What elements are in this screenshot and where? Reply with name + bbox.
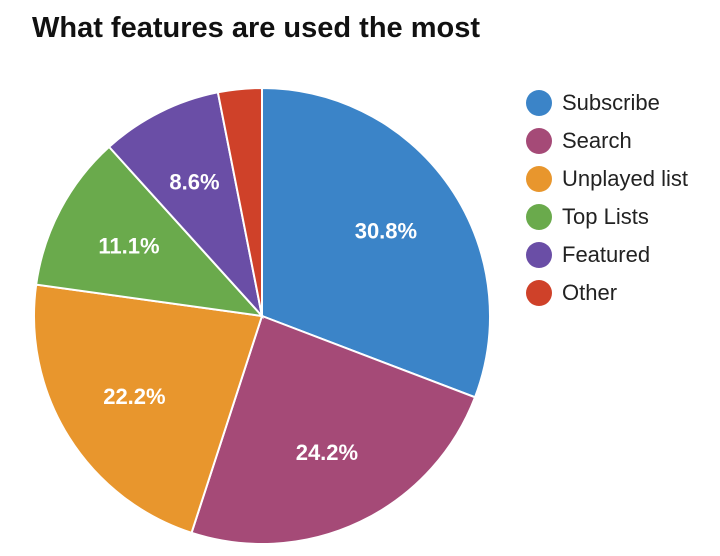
legend-swatch-subscribe xyxy=(526,90,552,116)
legend-item-featured[interactable]: Featured xyxy=(526,236,688,274)
legend-item-search[interactable]: Search xyxy=(526,122,688,160)
legend-label-search: Search xyxy=(562,128,632,153)
slice-label-subscribe: 30.8% xyxy=(355,219,417,244)
legend-item-other[interactable]: Other xyxy=(526,274,688,312)
legend-swatch-top-lists xyxy=(526,204,552,230)
legend-swatch-featured xyxy=(526,242,552,268)
legend-label-unplayed-list: Unplayed list xyxy=(562,166,688,191)
legend-swatch-other xyxy=(526,280,552,306)
legend-label-top-lists: Top Lists xyxy=(562,204,649,229)
pie-slice-subscribe[interactable] xyxy=(261,86,491,399)
slice-label-featured: 8.6% xyxy=(169,170,219,195)
pie-slice-unplayed-list[interactable] xyxy=(33,283,264,535)
pie-slice-top-lists[interactable] xyxy=(35,145,265,318)
chart-title: What features are used the most xyxy=(32,12,480,44)
slice-label-search: 24.2% xyxy=(296,440,358,465)
legend-item-unplayed-list[interactable]: Unplayed list xyxy=(526,160,688,198)
slice-label-top-lists: 11.1% xyxy=(98,234,159,259)
slice-label-unplayed-list: 22.2% xyxy=(103,384,165,409)
pie-slice-featured[interactable] xyxy=(107,91,264,320)
legend-item-subscribe[interactable]: Subscribe xyxy=(526,84,688,122)
legend-item-top-lists[interactable]: Top Lists xyxy=(526,198,688,236)
legend-swatch-unplayed-list xyxy=(526,166,552,192)
pie-slice-search[interactable] xyxy=(190,314,477,545)
legend-swatch-search xyxy=(526,128,552,154)
legend-label-subscribe: Subscribe xyxy=(562,90,660,115)
pie-slice-other[interactable] xyxy=(216,86,263,317)
legend: Subscribe Search Unplayed list Top Lists… xyxy=(526,84,688,312)
legend-label-featured: Featured xyxy=(562,242,651,267)
legend-label-other: Other xyxy=(562,280,618,305)
